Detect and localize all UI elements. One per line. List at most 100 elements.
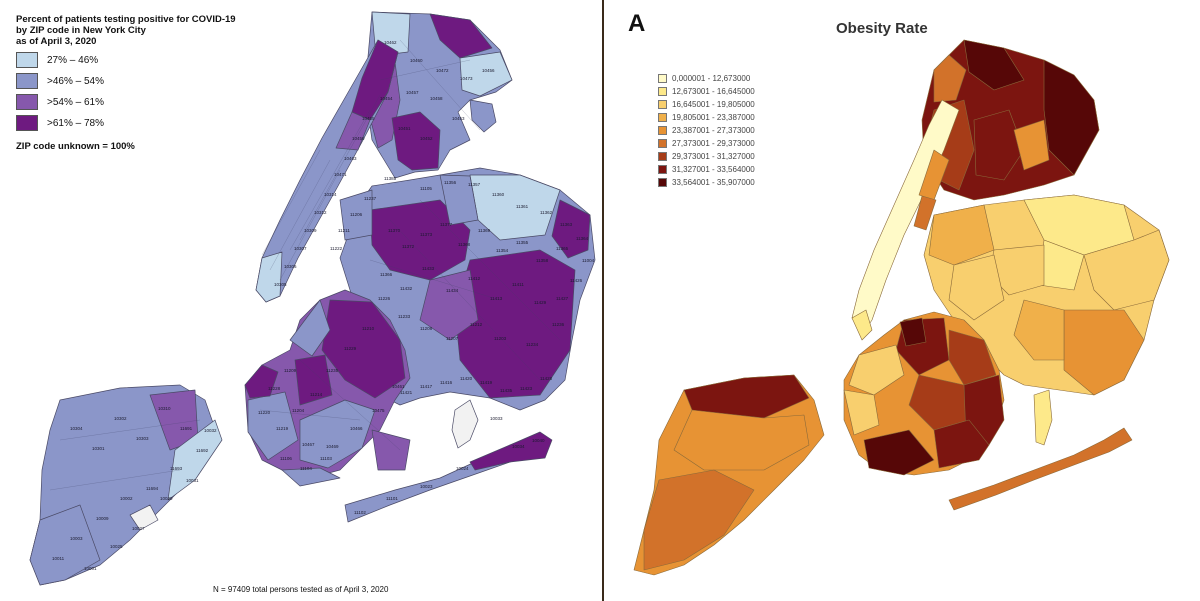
zip-label: 11209 (284, 368, 297, 373)
ob-bronx-riverdale[interactable] (933, 54, 967, 103)
zip-label: 10473 (460, 76, 473, 81)
ob-jamaica-bay-island[interactable] (1033, 389, 1053, 446)
zip-label: 11214 (310, 392, 323, 397)
zip-label: 10011 (52, 556, 65, 561)
jamaica-zips[interactable] (419, 269, 479, 341)
zip-label: 10462 (384, 40, 397, 45)
coney-island-zips[interactable] (281, 467, 341, 487)
zip-label: 11103 (320, 456, 332, 461)
bronx-east-zips[interactable] (459, 51, 513, 97)
legend-label: 23,387001 - 27,373000 (672, 125, 755, 135)
central-queens-zips[interactable] (369, 199, 471, 281)
zip-label: 11219 (276, 426, 289, 431)
zip-label: 10469 (326, 444, 339, 449)
legend-swatch (658, 112, 667, 122)
zip-label: 11420 (460, 376, 473, 381)
bronx-north-zips[interactable] (429, 13, 493, 59)
ob-queens-southeast[interactable] (1063, 309, 1145, 396)
astoria-zips[interactable] (339, 189, 373, 241)
staten-island-south-zips[interactable] (29, 504, 101, 586)
red-hook-zips[interactable] (244, 364, 279, 399)
zip-label: 11106 (280, 456, 292, 461)
legend-label: 27,373001 - 29,373000 (672, 138, 755, 148)
zip-label: 10023 (420, 484, 433, 489)
ob-brooklyn-west[interactable] (843, 389, 880, 436)
ob-brooklyn-crown-heights[interactable] (899, 317, 927, 347)
far-rockaway-zips[interactable] (469, 431, 553, 471)
southeast-brooklyn-zips[interactable] (299, 399, 376, 469)
zip-label: 11429 (534, 300, 547, 305)
zip-label: 10301 (92, 446, 105, 451)
legend-item-ob5: 23,387001 - 27,373000 (658, 125, 755, 135)
ob-bronx-central[interactable] (973, 109, 1025, 181)
ob-lower-manhattan[interactable] (851, 309, 873, 341)
ob-staten-island-mid[interactable] (673, 409, 810, 471)
zip-label: 11228 (268, 386, 281, 391)
zip-label: 10305 (274, 282, 287, 287)
ob-staten-island-south[interactable] (643, 469, 755, 571)
ob-brooklyn-south[interactable] (863, 429, 935, 476)
zip-label: 11357 (468, 182, 481, 187)
ob-bronx-pelham[interactable] (1013, 119, 1050, 171)
zip-label: 10458 (430, 96, 443, 101)
staten-island-east-zips[interactable] (167, 419, 223, 501)
ob-east-harlem[interactable] (913, 195, 937, 231)
harlem-zips[interactable] (335, 111, 371, 151)
southwest-brooklyn-zips[interactable] (247, 391, 299, 461)
little-neck-zips[interactable] (551, 199, 591, 259)
zip-label: 10002 (120, 496, 133, 501)
ob-queens-ridgewood[interactable] (948, 254, 1005, 321)
zip-label: 11364 (576, 236, 589, 241)
zip-label: 11363 (560, 222, 573, 227)
zip-label: 10457 (406, 90, 419, 95)
zip-label: 11369 (478, 228, 491, 233)
bedstuy-zips[interactable] (294, 354, 333, 406)
zip-label: 11226 (378, 296, 391, 301)
ob-queens-jamaica[interactable] (1013, 299, 1065, 361)
ob-bronx-east[interactable] (1043, 59, 1100, 176)
zip-label: 11377 (440, 222, 453, 227)
city-island[interactable] (469, 99, 497, 133)
ob-brooklyn-brownsville[interactable] (948, 329, 997, 386)
ob-queens-east[interactable] (1083, 229, 1170, 311)
bronx-south-zips[interactable] (391, 111, 441, 171)
legend-swatch (16, 73, 38, 89)
zip-label: 11368 (458, 242, 471, 247)
zip-label: 10454 (380, 96, 393, 101)
zip-label: 11104 (300, 466, 312, 471)
ob-brooklyn-northwest[interactable] (848, 344, 905, 396)
zip-label: 11362 (540, 210, 553, 215)
ob-bronx-north[interactable] (963, 39, 1025, 91)
legend-item-ob1: 0,000001 - 12,673000 (658, 73, 750, 83)
map-title-line: as of April 3, 2020 (16, 36, 97, 47)
zip-label: 11366 (380, 272, 393, 277)
zip-label: 11004 (582, 258, 595, 263)
legend-label: >61% – 78% (47, 117, 104, 129)
legend-swatch (658, 151, 667, 161)
canarsie-zips[interactable] (371, 429, 411, 471)
zip-label: 11691 (180, 426, 193, 431)
zip-label: 11101 (386, 496, 398, 501)
downtown-manhattan-zips[interactable] (255, 251, 283, 303)
legend-swatch (658, 125, 667, 135)
legend-item-ob9: 33,564001 - 35,907000 (658, 177, 755, 187)
zip-label: 10003 (70, 536, 83, 541)
zip-label: 11416 (440, 380, 453, 385)
flushing-zips[interactable] (439, 174, 479, 226)
footnote: N = 97409 total persons tested as of Apr… (213, 585, 389, 594)
zip-label: 10040 (532, 438, 545, 443)
zip-label: 11358 (536, 258, 549, 263)
north-brooklyn-zips[interactable] (289, 299, 331, 357)
legend-label: 33,564001 - 35,907000 (672, 177, 755, 187)
zip-label: 10475 (372, 408, 385, 413)
east-brooklyn-zips[interactable] (321, 299, 406, 399)
legend-swatch (658, 164, 667, 174)
ob-rockaway-peninsula[interactable] (948, 427, 1133, 511)
zip-unknown-note: ZIP code unknown = 100% (16, 141, 135, 152)
zip-label: 11234 (526, 342, 539, 347)
ob-brooklyn-southeast[interactable] (933, 419, 990, 469)
legend-label: >54% – 61% (47, 96, 104, 108)
ob-queens-west[interactable] (928, 204, 995, 266)
zip-label: 11421 (400, 390, 413, 395)
legend-item-bin4: >61% – 78% (16, 115, 104, 131)
